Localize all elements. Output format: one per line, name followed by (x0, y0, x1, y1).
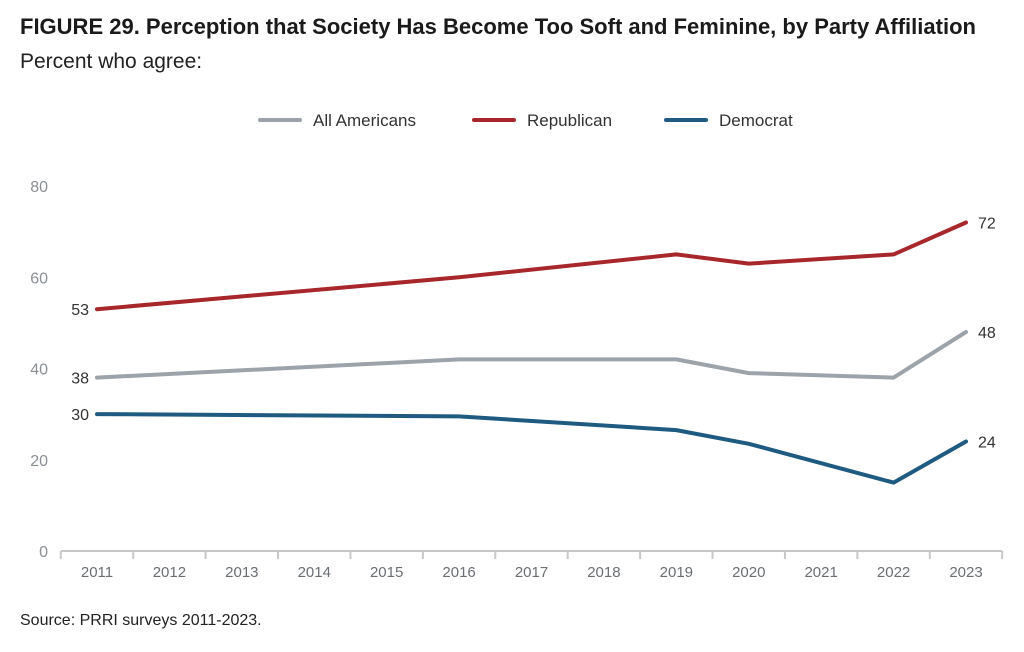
chart-subtitle: Percent who agree: (20, 50, 203, 73)
data-label-start-republican: 53 (71, 302, 89, 319)
series-line-republican (95, 220, 968, 312)
x-axis: 2011 2012 2013 2014 2015 2016 2017 2018 2019 2020… (59, 550, 1004, 581)
x-tick-label: 2014 (298, 564, 331, 581)
x-tick-label: 2015 (370, 564, 403, 581)
data-label-start-democrat: 30 (71, 407, 89, 424)
legend-label-democrat: Democrat (719, 111, 793, 130)
source-note: Source: PRRI surveys 2011-2023. (20, 612, 262, 629)
x-tick-label: 2016 (442, 564, 475, 581)
series-line-democrat (95, 412, 968, 485)
data-label-end-democrat: 24 (978, 435, 996, 452)
series-layer (95, 220, 968, 485)
y-tick-label: 20 (30, 453, 48, 470)
y-tick-label: 40 (30, 362, 48, 379)
legend-label-all-americans: All Americans (313, 111, 416, 130)
legend: All Americans Republican Democrat (258, 111, 793, 130)
series-line-all-americans (95, 330, 968, 380)
y-tick-label: 0 (39, 544, 48, 561)
x-tick-label: 2012 (153, 564, 186, 581)
y-axis: 0 20 40 60 80 (30, 179, 48, 561)
legend-label-republican: Republican (527, 111, 612, 130)
y-tick-label: 60 (30, 270, 48, 287)
x-tick-label: 2011 (81, 564, 113, 581)
x-tick-label: 2013 (225, 564, 258, 581)
y-tick-label: 80 (30, 179, 48, 196)
x-tick-label: 2020 (732, 564, 765, 581)
data-label-end-all-americans: 48 (978, 325, 996, 342)
x-tick-label: 2018 (587, 564, 620, 581)
x-tick-label: 2019 (660, 564, 693, 581)
x-tick-label: 2023 (949, 564, 982, 581)
data-label-start-all-americans: 38 (71, 371, 89, 388)
x-tick-label: 2021 (804, 564, 837, 581)
x-tick-label: 2017 (515, 564, 548, 581)
data-label-end-republican: 72 (978, 216, 996, 233)
chart-title: FIGURE 29. Perception that Society Has B… (20, 14, 976, 39)
data-labels: 38 48 53 72 30 24 (71, 216, 996, 452)
x-tick-label: 2022 (877, 564, 910, 581)
